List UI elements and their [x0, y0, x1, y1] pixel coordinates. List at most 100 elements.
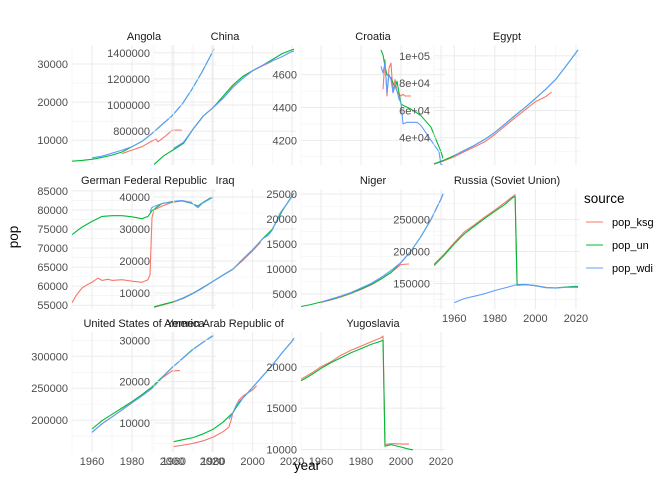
x-tick-label: 1960	[161, 456, 185, 468]
facet-panel: Yugoslavia 10000 15000 20000 1960 1980 2000 202…	[266, 318, 453, 468]
x-tick-label: 1980	[120, 456, 144, 468]
y-tick-label: 20000	[119, 256, 150, 268]
panel-lines	[173, 337, 295, 448]
y-tick-label: 300000	[31, 351, 68, 363]
x-tick-label: 1980	[483, 313, 507, 325]
panel-lines	[72, 196, 214, 304]
series-line-pop-un	[434, 196, 579, 289]
legend: source pop_ksg pop_un pop_wdi	[584, 191, 654, 275]
panel-title: Egypt	[493, 31, 521, 43]
y-tick-label: 800000	[113, 126, 150, 138]
panel-lines	[301, 193, 444, 308]
y-tick-label: 1200000	[107, 74, 150, 86]
x-tick-label: 1960	[309, 456, 333, 468]
y-tick-label: 30000	[119, 224, 150, 236]
facet-panel: Angola 10000 20000 30000	[37, 31, 216, 165]
series-line-pop-un	[301, 339, 414, 451]
y-tick-label: 10000	[266, 445, 297, 457]
facet-panel: United States of America 200000 250000 3000…	[31, 318, 224, 468]
y-tick-label: 20000	[119, 377, 150, 389]
y-tick-label: 1400000	[107, 48, 150, 60]
facet-panels: Angola 10000 20000 30000 China 800000 1000000 1…	[31, 31, 588, 468]
series-line-pop-wdi	[173, 50, 295, 149]
panel-title: Niger	[360, 175, 387, 187]
series-line-pop-un	[72, 196, 214, 236]
x-tick-label: 1960	[442, 313, 466, 325]
x-tick-label: 1980	[349, 456, 373, 468]
legend-title: source	[584, 191, 625, 206]
series-line-pop-wdi	[454, 284, 579, 304]
panel-title: United States of America	[83, 318, 205, 330]
y-axis-title: pop	[6, 226, 21, 249]
legend-item: pop_un	[586, 240, 649, 252]
y-tick-label: 40000	[119, 192, 150, 204]
panel-lines	[380, 49, 444, 165]
x-tick-label: 1980	[201, 456, 225, 468]
y-tick-label: 10000	[119, 418, 150, 430]
y-tick-label: 200000	[393, 247, 430, 259]
series-line-pop-wdi	[380, 62, 443, 165]
x-tick-label: 2020	[429, 456, 453, 468]
y-tick-label: 80000	[37, 205, 68, 217]
y-tick-label: 8e+04	[399, 78, 430, 90]
x-tick-label: 2000	[523, 313, 547, 325]
panel-title: German Federal Republic	[81, 175, 207, 187]
y-tick-label: 4400	[273, 102, 297, 114]
series-line-pop-ksg	[72, 200, 193, 304]
facet-panel: Niger 5000 10000 15000 20000 25000	[266, 175, 445, 309]
y-tick-label: 30000	[37, 59, 68, 71]
y-tick-label: 200000	[31, 415, 68, 427]
x-tick-label: 2000	[160, 456, 184, 468]
y-tick-label: 250000	[393, 215, 430, 227]
y-tick-label: 10000	[266, 264, 297, 276]
y-tick-label: 30000	[119, 335, 150, 347]
x-tick-label: 2020	[280, 456, 304, 468]
facet-panel: Iraq 10000 20000 30000 40000	[119, 175, 296, 309]
legend-label: pop_un	[612, 240, 649, 252]
y-tick-label: 20000	[266, 362, 297, 374]
facet-panel: Egypt 4e+04 6e+04 8e+04 1e+05	[399, 31, 580, 165]
panel-lines	[434, 194, 579, 304]
y-tick-label: 15000	[266, 239, 297, 251]
panel-title: Russia (Soviet Union)	[454, 175, 560, 187]
panel-title: Iraq	[216, 175, 235, 187]
panel-title: Yemen Arab Republic of	[166, 318, 285, 330]
facet-panel: China 800000 1000000 1200000 1400000	[107, 31, 296, 165]
panel-lines	[301, 335, 414, 451]
y-tick-label: 70000	[37, 243, 68, 255]
panel-title: Yugoslavia	[346, 318, 400, 330]
series-line-pop-wdi	[228, 337, 295, 420]
panel-title: China	[211, 31, 241, 43]
panel-lines	[154, 192, 295, 308]
y-tick-label: 6e+04	[399, 105, 430, 117]
series-line-pop-un	[91, 335, 215, 430]
y-tick-label: 20000	[266, 214, 297, 226]
series-line-pop-wdi	[91, 48, 215, 159]
series-line-pop-un	[434, 49, 579, 165]
series-line-pop-wdi	[173, 192, 295, 303]
y-tick-label: 15000	[266, 403, 297, 415]
x-tick-label: 2000	[389, 456, 413, 468]
y-tick-label: 4600	[273, 70, 297, 82]
series-line-pop-wdi	[454, 49, 579, 157]
x-axis-title: year	[294, 458, 321, 473]
series-line-pop-ksg	[434, 194, 546, 288]
series-line-pop-ksg	[434, 91, 552, 165]
series-line-pop-ksg	[154, 242, 261, 308]
x-tick-label: 2020	[200, 456, 224, 468]
panel-title: Angola	[127, 31, 162, 43]
y-tick-label: 25000	[266, 189, 297, 201]
panel-lines	[154, 48, 295, 165]
panel-lines	[91, 335, 215, 433]
legend-label: pop_wdi	[612, 263, 653, 275]
y-tick-label: 60000	[37, 281, 68, 293]
series-line-pop-un	[154, 48, 295, 165]
x-tick-label: 2020	[564, 313, 588, 325]
series-line-pop-wdi	[91, 335, 215, 433]
y-tick-label: 55000	[37, 300, 68, 312]
facet-panel: Croatia 4200 4400 4600	[273, 31, 445, 165]
legend-item: pop_wdi	[586, 263, 653, 275]
series-line-pop-ksg	[173, 385, 257, 448]
series-line-pop-wdi	[320, 193, 444, 303]
